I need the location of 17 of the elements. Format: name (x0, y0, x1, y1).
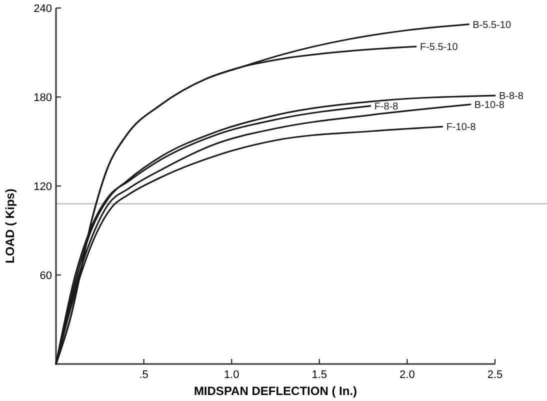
series-label: B-5.5-10 (472, 20, 512, 31)
series-label: B-10-8 (474, 100, 505, 111)
y-tick-label: 120 (34, 180, 52, 193)
x-tick-label: 2.0 (400, 369, 415, 381)
x-axis-title: MIDSPAN DEFLECTION ( In.) (194, 384, 358, 398)
series-label: F-10-8 (446, 122, 476, 134)
series-label: B-8-8 (499, 91, 524, 102)
x-tick-label: .5 (139, 369, 148, 381)
series-label: F-8-8 (374, 101, 399, 112)
y-tick-label: 240 (34, 2, 52, 15)
y-axis-title: LOAD ( Kips) (3, 188, 17, 264)
y-tick-label: 60 (40, 270, 52, 282)
x-tick-label: 1.5 (312, 369, 328, 381)
series-label: F-5.5-10 (420, 42, 458, 54)
y-tick-label: 180 (34, 92, 52, 104)
x-tick-label: 2.5 (487, 369, 503, 381)
x-tick-label: 1.0 (224, 369, 240, 381)
